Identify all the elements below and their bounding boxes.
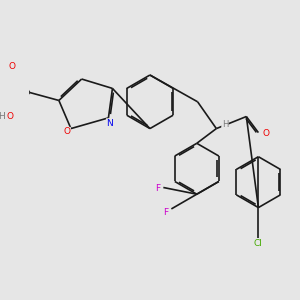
Text: N: N: [106, 119, 113, 128]
Text: O: O: [262, 129, 269, 138]
Text: H: H: [0, 112, 5, 121]
Text: O: O: [6, 112, 13, 121]
Text: O: O: [8, 62, 15, 71]
Text: F: F: [155, 184, 160, 193]
Text: H: H: [222, 120, 228, 129]
Text: O: O: [63, 127, 70, 136]
Text: Cl: Cl: [254, 239, 263, 248]
Text: F: F: [163, 208, 168, 217]
